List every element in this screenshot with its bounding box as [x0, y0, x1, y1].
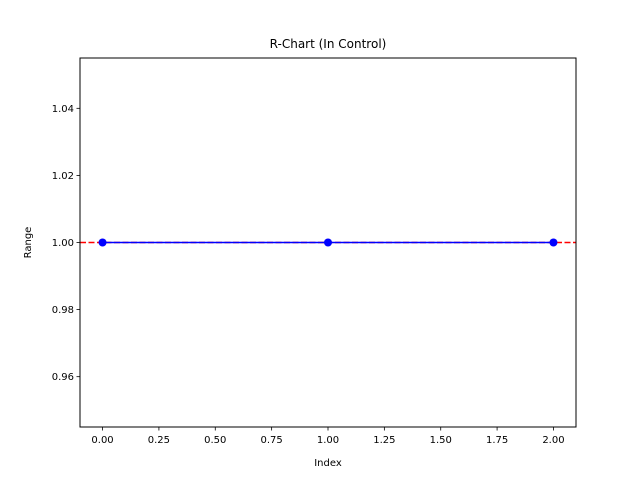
- x-tick-label: 1.75: [486, 435, 508, 446]
- y-tick-label: 1.00: [52, 238, 74, 249]
- y-axis: 0.96 0.98 1.00 1.02 1.04: [52, 104, 80, 383]
- y-tick-label: 0.96: [52, 372, 74, 383]
- plot-layer: [80, 238, 576, 247]
- x-tick-label: 0.25: [148, 435, 170, 446]
- y-tick-label: 1.04: [52, 104, 74, 115]
- chart-title: R-Chart (In Control): [270, 37, 387, 51]
- y-tick-label: 0.98: [52, 305, 74, 316]
- x-axis: 0.00 0.25 0.50 0.75 1.00 1.25 1.50 1.75 2.00: [91, 427, 565, 446]
- x-tick-label: 1.50: [430, 435, 452, 446]
- x-tick-label: 1.25: [373, 435, 395, 446]
- y-tick-label: 1.02: [52, 171, 74, 182]
- x-tick-label: 2.00: [542, 435, 564, 446]
- x-tick-label: 0.75: [261, 435, 283, 446]
- data-point: [98, 238, 107, 247]
- data-point: [549, 238, 558, 247]
- y-axis-label: Range: [23, 227, 34, 259]
- x-tick-label: 0.50: [204, 435, 226, 446]
- x-tick-label: 1.00: [317, 435, 339, 446]
- x-axis-label: Index: [314, 458, 342, 469]
- data-point: [324, 238, 332, 247]
- x-tick-label: 0.00: [91, 435, 113, 446]
